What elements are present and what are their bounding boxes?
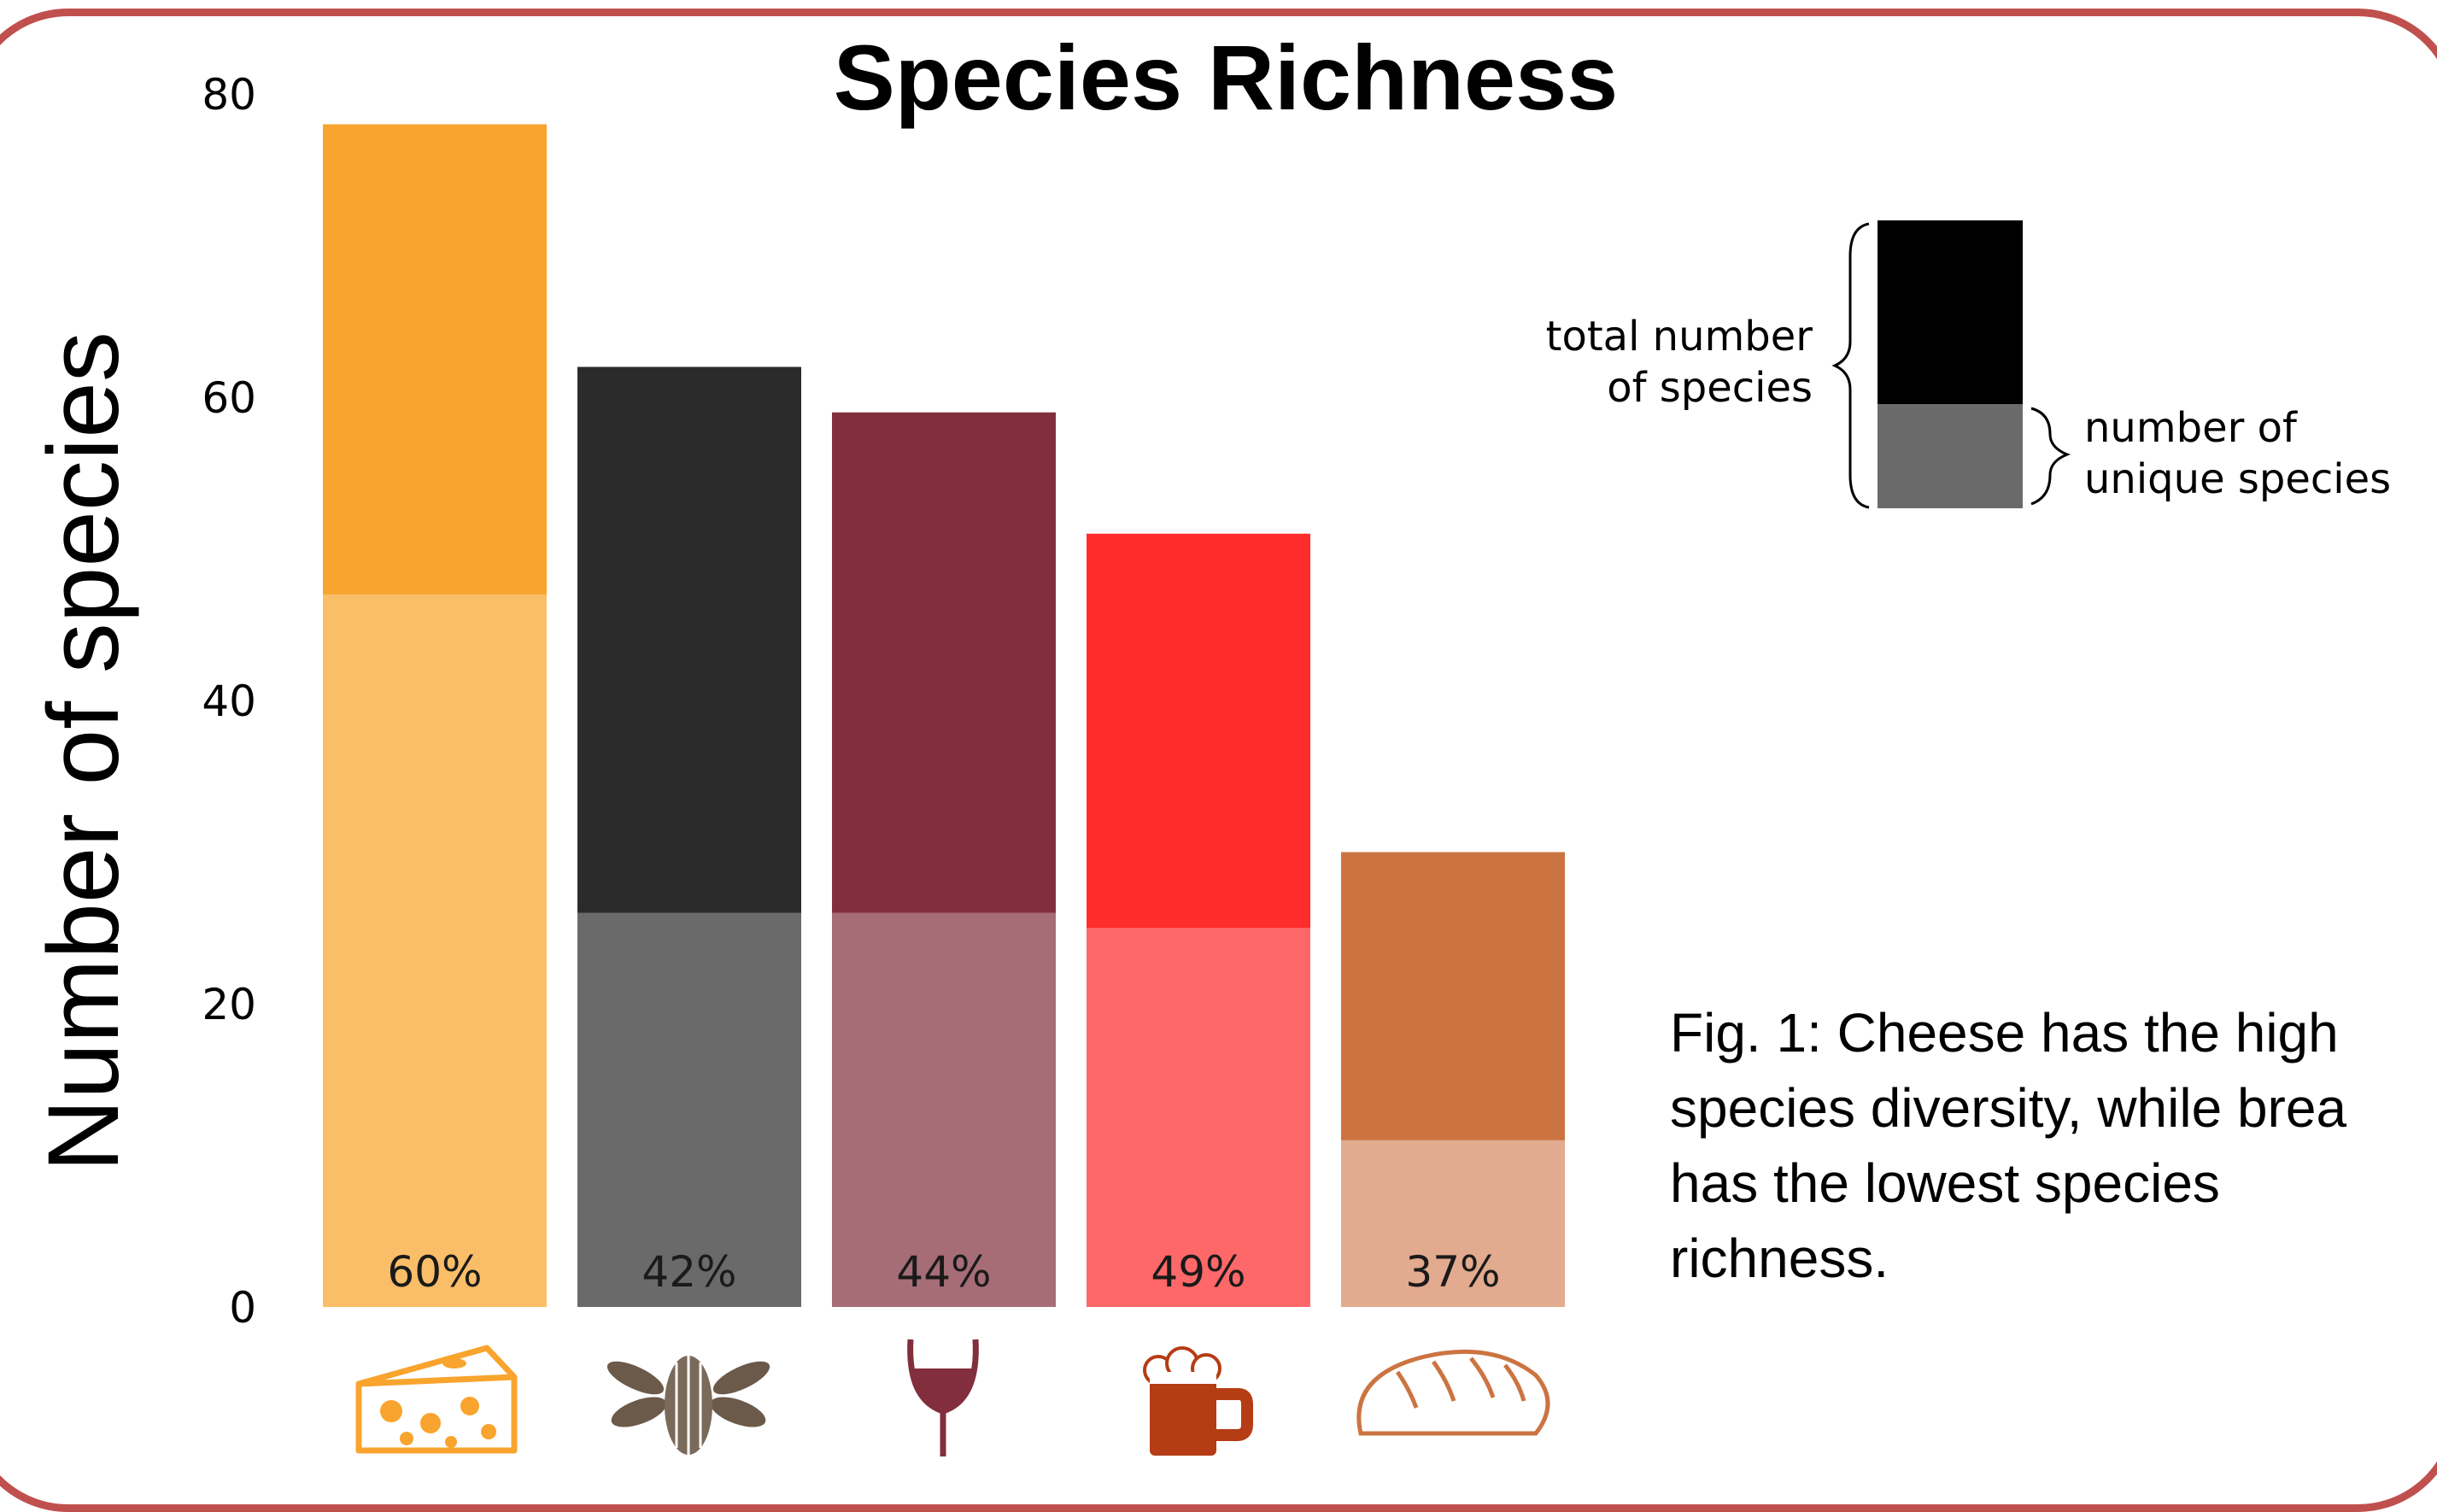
percent-label-cheese: 60% [387, 1247, 482, 1297]
y-tick-label: 60 [202, 373, 256, 423]
legend-unique-label-line1: number of [2084, 404, 2298, 452]
bread-icon [1356, 1349, 1550, 1436]
bar-unique-bread [1341, 1140, 1565, 1307]
percent-label-beer: 49% [1151, 1247, 1245, 1297]
figure-caption: Fig. 1: Cheese has the high species dive… [1670, 995, 2437, 1296]
cheese-icon [355, 1345, 518, 1454]
bar-unique-beer [1087, 928, 1310, 1307]
legend-unique-swatch [1878, 404, 2023, 508]
species-richness-chart: Species Richness Number of species 0 20 40… [27, 26, 2391, 1456]
cocoa-pod-icon [606, 1356, 770, 1455]
wine-glass-icon [907, 1339, 979, 1456]
beer-mug-icon [1143, 1346, 1253, 1456]
y-tick-label: 40 [202, 677, 256, 726]
y-tick-label: 20 [202, 980, 256, 1029]
chart-title: Species Richness [834, 26, 1618, 129]
caption-line-2: species diversity, while brea [1670, 1077, 2347, 1139]
legend-total-label-line2: of species [1607, 364, 1813, 412]
y-tick-label: 80 [202, 70, 256, 120]
caption-line-4: richness. [1670, 1228, 1889, 1289]
legend-total-brace [1831, 222, 1870, 509]
legend: total number of species number of unique… [1546, 220, 2391, 509]
y-axis-label: Number of species [27, 331, 140, 1172]
legend-unique-brace [2030, 407, 2071, 506]
bar-unique-wine [832, 912, 1056, 1307]
y-tick-label: 0 [229, 1283, 256, 1333]
legend-total-swatch [1878, 220, 2023, 404]
caption-line-1: Fig. 1: Cheese has the high [1670, 1002, 2339, 1064]
bar-unique-cheese [323, 594, 547, 1307]
legend-total-label-line1: total number [1546, 313, 1813, 360]
percent-label-bread: 37% [1405, 1247, 1500, 1297]
legend-unique-label-line2: unique species [2084, 455, 2391, 503]
bar-unique-cocoa [577, 912, 801, 1307]
percent-label-cocoa: 42% [641, 1247, 736, 1297]
caption-line-3: has the lowest species [1670, 1152, 2220, 1214]
percent-label-wine: 44% [896, 1247, 991, 1297]
